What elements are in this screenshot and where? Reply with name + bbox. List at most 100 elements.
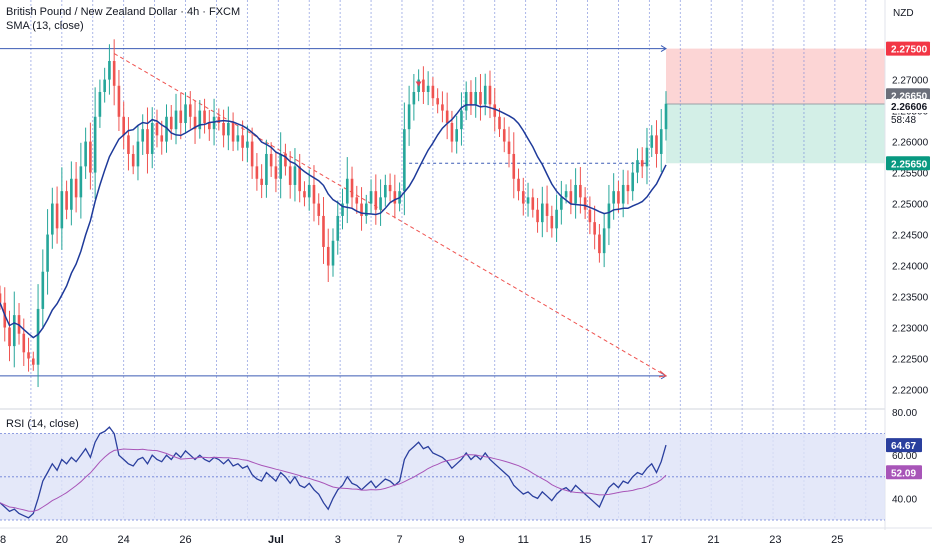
price-label-bg [886, 41, 930, 56]
candle-body [469, 91, 473, 105]
candle [312, 165, 316, 222]
rsi-tick: 40.00 [892, 494, 917, 505]
candle [0, 285, 2, 310]
price-label-text: 2.26650 [891, 91, 928, 102]
candle-body [455, 129, 458, 142]
candle-body [645, 147, 649, 167]
candle [450, 110, 454, 153]
candle-body [322, 215, 325, 247]
candle-body [436, 98, 439, 105]
time-tick: 15 [579, 534, 591, 546]
candle-body [108, 60, 111, 80]
candle [422, 66, 425, 104]
candle [79, 142, 83, 219]
candle-body [464, 91, 468, 111]
candle-body [70, 178, 73, 210]
candle-body [545, 203, 549, 216]
candle [127, 117, 130, 171]
candle-body [184, 104, 187, 123]
price-tick: 2.23500 [892, 293, 929, 304]
candle [317, 193, 321, 226]
candle [203, 98, 206, 134]
candle [41, 249, 45, 330]
candle-body [493, 104, 497, 117]
rsi-ma-line [0, 448, 667, 512]
candle [412, 74, 416, 121]
candle-body [279, 153, 282, 179]
candle [288, 151, 292, 199]
candle-body [659, 129, 663, 154]
candle [379, 179, 382, 226]
time-tick: 23 [769, 534, 781, 546]
candle-body [246, 141, 249, 148]
sma-line [0, 104, 667, 339]
price-axis: 2.270002.265002.260002.255002.250002.245… [886, 41, 930, 505]
candle-body [636, 160, 639, 173]
candle [664, 91, 668, 141]
candle [517, 168, 520, 201]
candle [560, 180, 563, 225]
candle-body [231, 122, 235, 142]
candle-body [550, 215, 554, 229]
candle-body [198, 110, 202, 130]
candle [640, 147, 644, 179]
candle [117, 69, 121, 132]
time-tick: 11 [518, 534, 529, 546]
candle-body [241, 135, 244, 148]
candlestick-series[interactable] [0, 39, 668, 388]
candle-body [507, 141, 511, 154]
candle [284, 143, 287, 176]
candle [174, 93, 178, 145]
price-tick: 2.23000 [892, 324, 929, 335]
time-tick: 17 [641, 534, 653, 546]
candle [326, 228, 330, 282]
candle [388, 173, 392, 202]
candle-body [450, 122, 454, 142]
candle-body [22, 333, 26, 353]
candle-body [293, 166, 297, 185]
candle-body [84, 141, 87, 167]
candle [255, 153, 259, 191]
candle-body [41, 271, 45, 309]
candle [636, 148, 639, 184]
candle [617, 180, 620, 213]
time-tick: 3 [335, 534, 341, 546]
chart-title: British Pound / New Zealand Dollar · 4h … [6, 6, 241, 18]
rsi-value-bg [886, 438, 922, 453]
price-tick: 2.24500 [892, 231, 929, 242]
current-price-label: 2.26606 [886, 99, 930, 114]
trend-line [113, 53, 667, 377]
candle-body [569, 191, 573, 204]
candle [179, 92, 183, 140]
candle [645, 127, 649, 185]
candle-body [640, 160, 644, 167]
candle [555, 194, 558, 243]
candle [650, 125, 654, 157]
candle [150, 107, 154, 169]
candle [460, 92, 463, 146]
horizontal-levels [0, 45, 668, 380]
candle [222, 109, 225, 148]
candle [236, 125, 240, 151]
candle-body [412, 91, 416, 105]
candle [84, 127, 87, 179]
candle-body [169, 116, 173, 130]
entry-markers [415, 81, 422, 87]
candle-body [631, 172, 635, 192]
candle [322, 197, 325, 264]
candle [160, 120, 164, 155]
countdown-price-label: 58:48 [891, 115, 916, 126]
candle [360, 187, 363, 231]
candle-body [89, 141, 92, 173]
candle-body [388, 184, 392, 192]
time-tick: 8 [0, 534, 6, 546]
candle [407, 85, 411, 146]
time-tick: Jul [268, 534, 284, 546]
candle-body [364, 203, 368, 216]
countdown-text: 58:48 [891, 115, 916, 126]
candle-body [255, 166, 259, 179]
candle-body [360, 203, 363, 216]
position-zones [666, 48, 885, 164]
candle [193, 100, 197, 144]
